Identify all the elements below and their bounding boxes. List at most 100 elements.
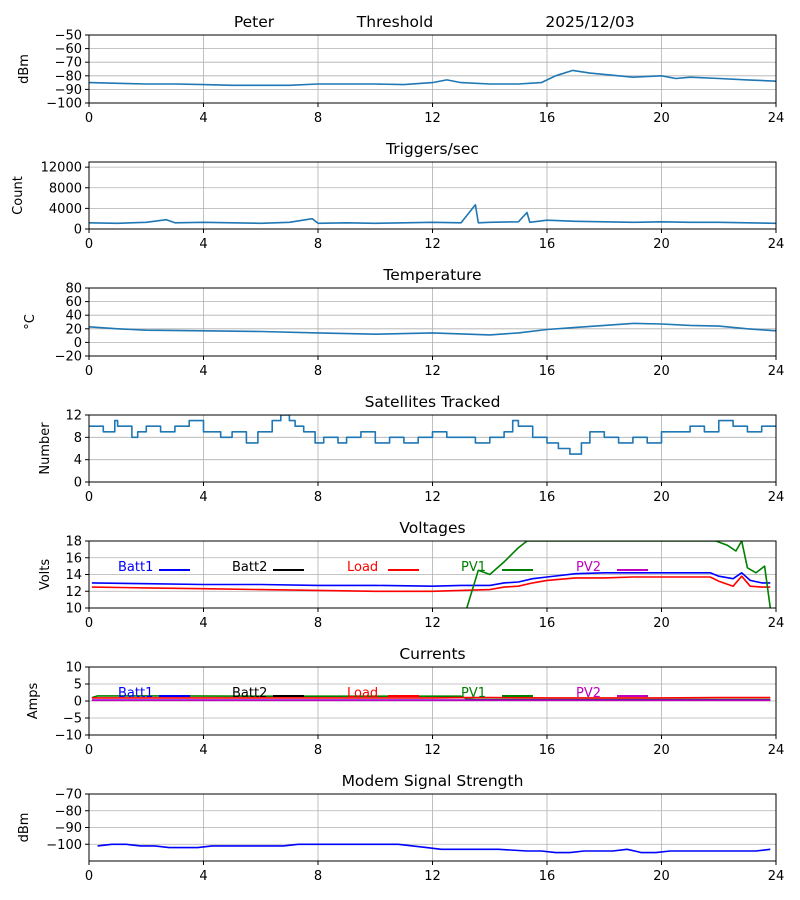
x-tick-label: 8 [314, 616, 322, 631]
series-line-modem-0 [97, 843, 771, 854]
x-tick-label: 0 [85, 237, 93, 252]
series-group [89, 322, 776, 336]
y-tick-label: −20 [55, 350, 82, 365]
x-tick-label: 4 [199, 237, 207, 252]
x-tick-label: 16 [539, 616, 556, 631]
x-tick-label: 0 [85, 111, 93, 126]
header-mode: Threshold [356, 13, 433, 31]
x-tick-label: 8 [314, 237, 322, 252]
y-tick-label: 10 [65, 602, 82, 617]
series-line-triggers-0 [89, 204, 776, 225]
legend-label-batt1: Batt1 [118, 560, 153, 575]
y-tick-label: 12 [65, 409, 82, 424]
y-tick-label: 8000 [49, 181, 82, 196]
x-tick-label: 0 [85, 490, 93, 505]
y-tick-label: 12 [65, 585, 82, 600]
x-tick-label: 16 [539, 490, 556, 505]
series-line-batt1-0 [91, 571, 771, 588]
legend-label-batt2: Batt2 [232, 686, 267, 701]
panel-threshold: 0 4 8 12 16 20 24 −100−90−80−70−60−50 dBm [17, 29, 784, 127]
x-tick-label: 0 [85, 743, 93, 758]
y-tick-label: 80 [65, 282, 82, 297]
y-tick-label: −10 [55, 729, 82, 744]
y-tick-label: −90 [55, 83, 82, 98]
series-line-satellites-0 [89, 415, 776, 455]
legend-label-pv2: PV2 [576, 560, 601, 575]
series-group [89, 204, 776, 225]
y-tick-label: 0 [74, 476, 82, 491]
x-tick-label: 8 [314, 111, 322, 126]
header-station: Peter [234, 13, 275, 31]
x-tick-label: 24 [768, 364, 785, 379]
x-tick-label: 16 [539, 869, 556, 884]
x-tick-label: 20 [653, 616, 670, 631]
series-group [91, 541, 772, 608]
panel-title: Temperature [382, 266, 481, 284]
y-tick-label: −50 [55, 29, 82, 44]
panel-satellites: 0 4 8 12 16 20 24 0 4 8 12 Satellites Tracked Number [38, 393, 784, 505]
x-tick-label: 4 [199, 616, 207, 631]
y-axis-label: Count [11, 176, 26, 215]
y-tick-label: −100 [46, 838, 82, 853]
y-tick-label: −60 [55, 42, 82, 57]
x-tick-label: 12 [424, 490, 441, 505]
y-axis-label: dBm [17, 54, 32, 84]
x-tick-label: 8 [314, 364, 322, 379]
y-tick-label: 0 [74, 336, 82, 351]
x-tick-label: 12 [424, 616, 441, 631]
y-tick-label: −70 [55, 56, 82, 71]
x-tick-label: 20 [653, 743, 670, 758]
series-group [91, 695, 771, 702]
y-tick-label: 10 [65, 661, 82, 676]
series-line-threshold-0 [89, 69, 776, 87]
x-tick-label: 4 [199, 743, 207, 758]
x-tick-label: 8 [314, 743, 322, 758]
legend-label-load: Load [347, 686, 378, 701]
x-tick-label: 24 [768, 869, 785, 884]
y-tick-label: 4000 [49, 202, 82, 217]
y-axis-label: Volts [38, 559, 53, 591]
y-tick-label: 5 [74, 678, 82, 693]
series-group [97, 843, 771, 854]
y-axis-label: Amps [26, 682, 41, 719]
legend: Batt1 Batt2 Load PV1 PV2 [118, 686, 648, 701]
y-axis-label: °C [23, 314, 38, 330]
x-tick-label: 24 [768, 237, 785, 252]
y-tick-label: 0 [74, 223, 82, 238]
legend-label-pv1: PV1 [461, 560, 486, 575]
x-tick-label: 8 [314, 490, 322, 505]
x-tick-label: 20 [653, 111, 670, 126]
panel-title: Modem Signal Strength [342, 772, 524, 790]
x-tick-label: 24 [768, 111, 785, 126]
x-tick-label: 16 [539, 364, 556, 379]
panel-title: Voltages [399, 519, 465, 537]
x-tick-label: 4 [199, 869, 207, 884]
y-axis-label: Number [38, 422, 53, 475]
y-tick-label: −80 [55, 804, 82, 819]
y-tick-label: 0 [74, 695, 82, 710]
y-tick-label: −90 [55, 821, 82, 836]
x-tick-label: 12 [424, 364, 441, 379]
x-tick-label: 16 [539, 111, 556, 126]
series-line-pv1-2 [466, 541, 772, 608]
x-tick-label: 16 [539, 237, 556, 252]
y-tick-label: 60 [65, 295, 82, 310]
y-tick-label: −100 [46, 97, 82, 112]
series-line-load-1 [91, 575, 771, 593]
x-tick-label: 12 [424, 237, 441, 252]
x-tick-label: 20 [653, 490, 670, 505]
y-tick-label: 8 [74, 431, 82, 446]
panel-modem: 0 4 8 12 16 20 24 −100 −90 −80−70 Modem Signal Str… [17, 772, 784, 884]
y-tick-label: 20 [65, 322, 82, 337]
y-tick-label: 16 [65, 551, 82, 566]
y-tick-label: 40 [65, 309, 82, 324]
x-tick-label: 12 [424, 111, 441, 126]
series-line-temperature-0 [89, 322, 776, 336]
y-tick-label: 12000 [41, 161, 82, 176]
legend-label-pv1: PV1 [461, 686, 486, 701]
y-tick-label: −70 [55, 788, 82, 803]
x-tick-label: 20 [653, 869, 670, 884]
